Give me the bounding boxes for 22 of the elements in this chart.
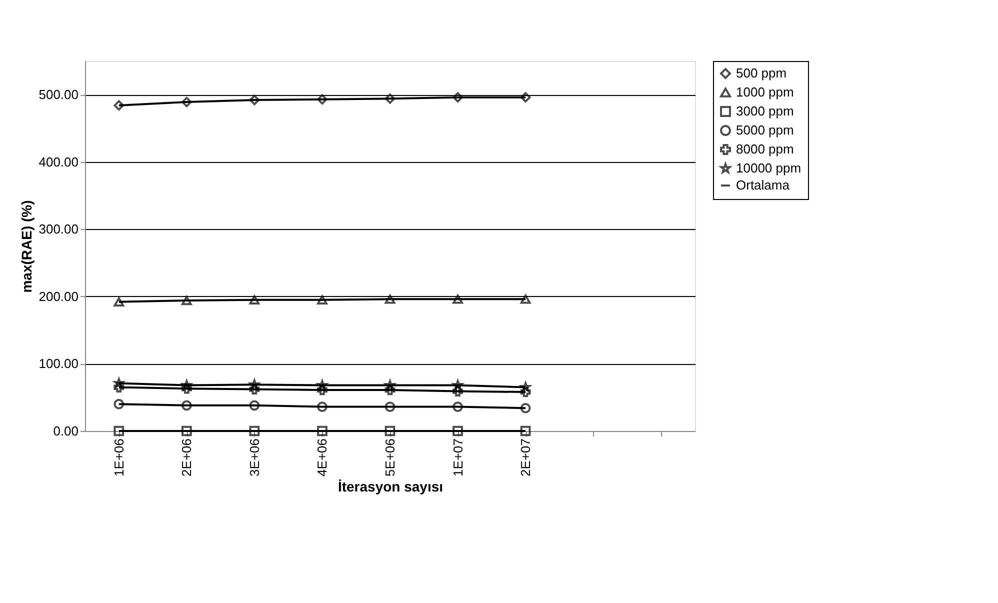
legend-label: 5000 ppm [736,122,794,138]
legend-label: 10000 ppm [736,160,802,176]
x-tick-label: 2E+06 [179,438,194,476]
x-tick-label: 2E+07 [518,438,534,476]
x-tick-label: 5E+06 [382,438,398,476]
y-tick-label: 300.00 [38,222,78,237]
y-axis-title: max(RAE) (%) [18,200,35,293]
y-tick-label: 0.00 [53,424,78,438]
x-tick-label: 1E+06 [111,438,126,476]
legend-label: 500 ppm [736,66,787,80]
y-tick-label: 200.00 [38,288,78,304]
x-tick-label: 4E+06 [314,438,330,476]
y-tick-label: 400.00 [38,154,78,170]
y-tick-label: 100.00 [38,356,78,372]
x-tick-label: 1E+07 [450,438,466,476]
legend-label: 3000 ppm [736,104,794,118]
legend-label: Ortalama [736,178,790,192]
legend-label: 8000 ppm [736,142,794,156]
x-axis-title: İterasyon sayısı [338,478,444,494]
x-tick-label: 3E+06 [246,438,262,476]
y-tick-label: 500.00 [38,87,78,102]
legend-label: 1000 ppm [736,84,794,100]
